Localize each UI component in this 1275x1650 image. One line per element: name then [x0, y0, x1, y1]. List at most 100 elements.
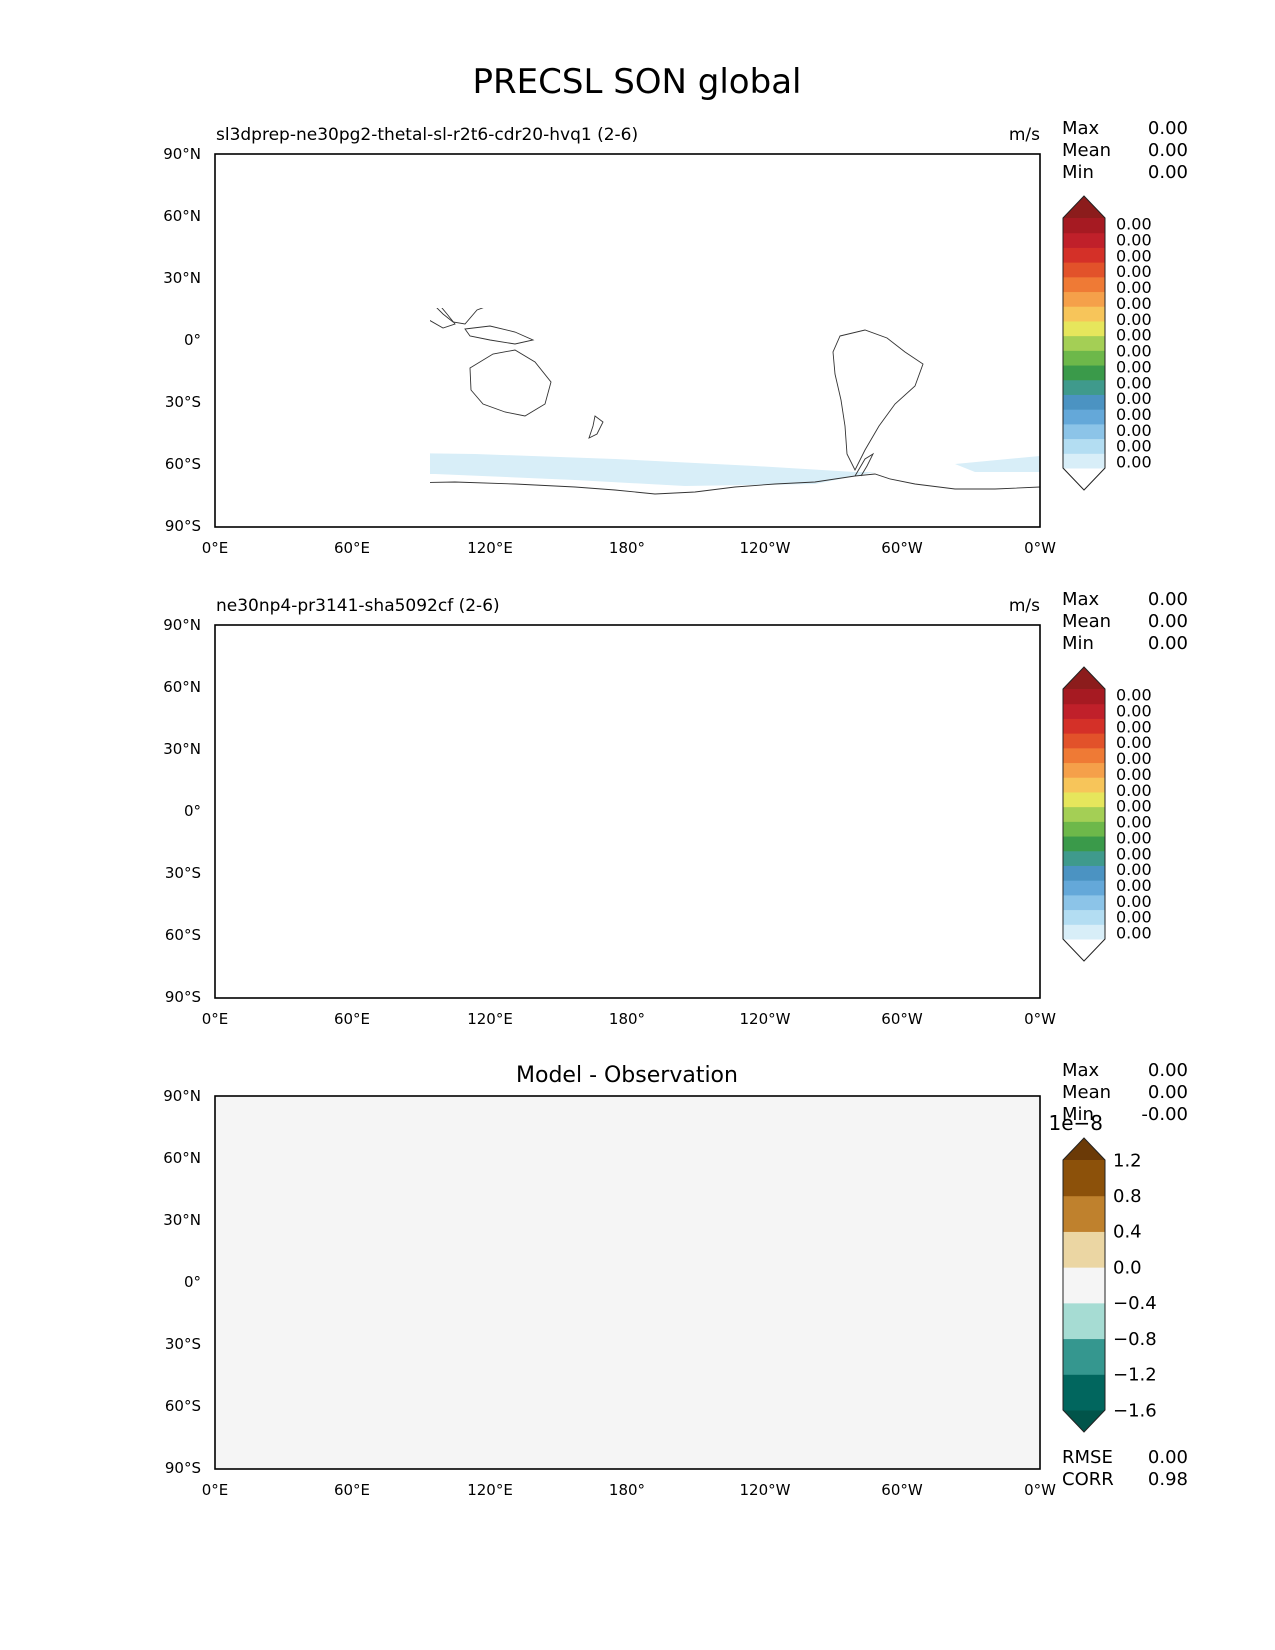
stat-label-mean: Mean	[1062, 140, 1111, 161]
colorbar-tick-label: 0.00	[1116, 278, 1152, 297]
colorbar-segment	[1063, 1374, 1105, 1411]
colorbar-segment	[1063, 276, 1105, 293]
colorbar-tick-label: 0.00	[1116, 686, 1152, 705]
colorbar-segment	[1063, 262, 1105, 278]
x-tick-label: 60°E	[334, 539, 370, 557]
stat-label-min: Min	[1062, 1104, 1094, 1125]
panel-2-colorbar: 0.000.000.000.000.000.000.000.000.000.00…	[1062, 666, 1152, 962]
colorbar-segment	[1063, 306, 1105, 322]
colorbar-tick-label: 0.00	[1116, 405, 1152, 424]
colorbar-segment	[1063, 894, 1105, 911]
colorbar-segment	[1063, 1195, 1105, 1232]
colorbar-tick-label: 0.00	[1116, 437, 1152, 456]
colorbar-segment	[1063, 718, 1105, 734]
colorbar-segment	[1063, 1231, 1105, 1268]
colorbar-segment	[1063, 320, 1105, 337]
x-tick-label: 0°E	[202, 539, 229, 557]
colorbar-tick-label: 0.4	[1113, 1222, 1142, 1243]
colorbar-tick-label: 0.00	[1116, 908, 1152, 927]
stat-value-min: -0.00	[1141, 1104, 1188, 1125]
stat-value-min: 0.00	[1148, 162, 1188, 183]
x-tick-label: 120°W	[740, 539, 791, 557]
colorbar-segment	[1063, 880, 1105, 896]
y-tick-label: 30°N	[163, 740, 201, 758]
x-tick-label: 120°W	[740, 1010, 791, 1028]
colorbar-segment	[1063, 909, 1105, 925]
colorbar-tick-label: 0.00	[1116, 342, 1152, 361]
colorbar-tick-label: −1.2	[1113, 1365, 1157, 1386]
x-tick-label: 0°E	[202, 1481, 229, 1499]
colorbar-tick-label: −0.4	[1113, 1293, 1157, 1314]
colorbar-tick-label: 0.00	[1116, 717, 1152, 736]
panel-2-units: m/s	[1009, 596, 1040, 616]
stat-value-mean: 0.00	[1148, 611, 1188, 632]
colorbar-tick-label: 0.00	[1116, 813, 1152, 832]
panel-1-colorbar: 0.000.000.000.000.000.000.000.000.000.00…	[1062, 195, 1152, 491]
x-tick-label: 60°E	[334, 1481, 370, 1499]
panel-1-x-ticks: 0°E 60°E 120°E 180° 120°W 60°W 0°W	[202, 539, 1056, 557]
panel-1-stats: Max 0.00 Mean 0.00 Min 0.00	[1062, 118, 1188, 183]
panel-3-stats: Max 0.00 Mean 0.00 Min -0.00	[1062, 1060, 1188, 1125]
colorbar-segment	[1063, 247, 1105, 263]
colorbar-tick-label: 0.00	[1116, 781, 1152, 800]
y-tick-label: 60°N	[163, 207, 201, 225]
stat-label-min: Min	[1062, 633, 1094, 654]
colorbar-tick-label: 0.00	[1116, 733, 1152, 752]
colorbar-segment	[1063, 924, 1105, 940]
panel-1-units: m/s	[1009, 125, 1040, 145]
y-tick-label: 60°S	[165, 455, 201, 473]
x-tick-label: 0°W	[1024, 1481, 1056, 1499]
colorbar-tick-label: 0.00	[1116, 294, 1152, 313]
colorbar-tick-label: 0.00	[1116, 701, 1152, 720]
y-tick-label: 30°S	[165, 864, 201, 882]
panel-1-y-ticks: 90°N 60°N 30°N 0° 30°S 60°S 90°S	[163, 145, 201, 535]
colorbar-segment	[1063, 1302, 1105, 1340]
panel-1-title: sl3dprep-ne30pg2-thetal-sl-r2t6-cdr20-hv…	[216, 125, 638, 145]
colorbar-tick-label: 0.00	[1116, 797, 1152, 816]
stat-label-min: Min	[1062, 162, 1094, 183]
colorbar-segment	[1063, 777, 1105, 793]
colorbar-extend-top	[1063, 667, 1105, 689]
colorbar-outline	[1062, 195, 1106, 491]
colorbar-segment	[1063, 733, 1105, 749]
y-tick-label: 30°S	[165, 1335, 201, 1353]
panel-1: sl3dprep-ne30pg2-thetal-sl-r2t6-cdr20-hv…	[163, 118, 1188, 557]
panel-3-y-ticks: 90°N 60°N 30°N 0° 30°S 60°S 90°S	[163, 1087, 201, 1477]
colorbar-tick-label: 0.00	[1116, 828, 1152, 847]
y-tick-label: 0°	[184, 331, 201, 349]
colorbar-segment	[1063, 850, 1105, 866]
colorbar-segment	[1063, 218, 1105, 234]
colorbar-tick-label: 0.00	[1116, 262, 1152, 281]
stat-label-max: Max	[1062, 118, 1100, 139]
y-tick-label: 30°N	[163, 269, 201, 287]
colorbar-tick-label: 0.00	[1116, 844, 1152, 863]
stat-label-mean: Mean	[1062, 1082, 1111, 1103]
y-tick-label: 90°N	[163, 145, 201, 163]
y-tick-label: 0°	[184, 802, 201, 820]
stat-label-corr: CORR	[1062, 1469, 1114, 1490]
colorbar-segment	[1063, 1160, 1105, 1197]
panel-2-y-ticks: 90°N 60°N 30°N 0° 30°S 60°S 90°S	[163, 616, 201, 1006]
colorbar-segment	[1063, 394, 1105, 410]
panel-3: Model - Observation Max 0.00 Mean 0.00 M…	[163, 1060, 1188, 1499]
y-tick-label: 0°	[184, 1273, 201, 1291]
panel-1-precip-field	[430, 453, 1040, 486]
colorbar-outline	[1062, 666, 1106, 962]
colorbar-extend-top	[1063, 1138, 1105, 1160]
colorbar-segment	[1063, 806, 1105, 822]
x-tick-label: 0°E	[202, 1010, 229, 1028]
colorbar-tick-label: 0.00	[1116, 373, 1152, 392]
colorbar-tick-label: 0.00	[1116, 389, 1152, 408]
x-tick-label: 120°E	[467, 1010, 513, 1028]
panel-1-map	[214, 153, 1041, 528]
colorbar-segment	[1063, 409, 1105, 425]
stat-label-mean: Mean	[1062, 611, 1111, 632]
x-tick-label: 180°	[609, 1481, 645, 1499]
colorbar-tick-label: 0.00	[1116, 876, 1152, 895]
stat-value-max: 0.00	[1148, 118, 1188, 139]
x-tick-label: 60°W	[881, 1010, 923, 1028]
y-tick-label: 60°N	[163, 678, 201, 696]
x-tick-label: 60°W	[881, 539, 923, 557]
stat-label-rmse: RMSE	[1062, 1447, 1113, 1468]
y-tick-label: 60°S	[165, 926, 201, 944]
